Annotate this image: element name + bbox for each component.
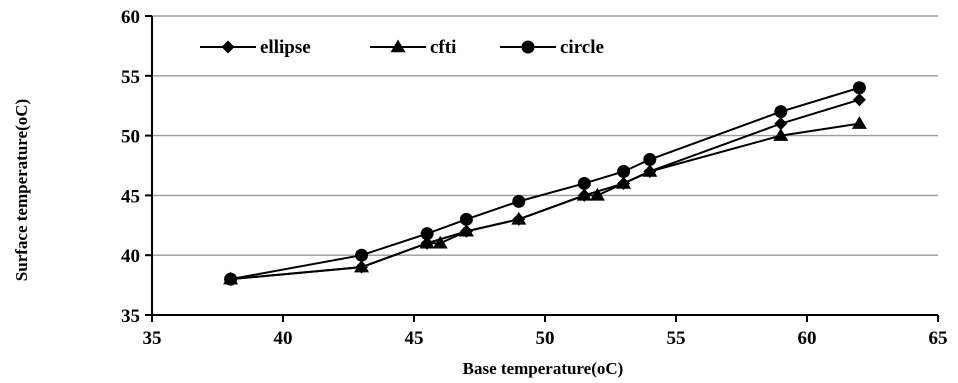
data-point-circle [643,153,657,167]
data-point-circle [512,194,526,208]
x-tick-label-45: 45 [405,328,424,349]
data-point-cfti [773,128,789,141]
x-tick-label-60: 60 [798,328,817,349]
series-line-ellipse [230,98,860,281]
data-point-circle [852,81,866,95]
data-point-circle [577,176,591,190]
x-tick-label-55: 55 [667,328,686,349]
y-tick-label-50: 50 [121,127,140,148]
legend-label-ellipse: ellipse [260,37,311,58]
data-point-ellipse [852,93,866,107]
legend-item-cfti: cfti [370,37,456,58]
tick-labels: 35 40 45 50 55 60 35 40 45 50 55 60 65 [121,7,948,349]
legend-marker-cfti [390,39,406,53]
data-point-circle [420,227,434,241]
data-point-circle [459,212,473,226]
y-tick-label-35: 35 [121,306,140,327]
series-layer [223,81,867,286]
y-tick-label-55: 55 [121,67,140,88]
data-point-cfti [511,211,527,225]
x-tick-label-50: 50 [536,328,555,349]
y-tick-label-60: 60 [121,7,140,28]
data-point-cfti [354,259,370,273]
series-line-circle [230,86,860,281]
legend-label-cfti: cfti [430,37,456,58]
y-tick-label-40: 40 [121,246,140,267]
x-tick-label-65: 65 [929,328,948,349]
data-point-circle [355,248,369,262]
data-point-cfti [616,175,632,189]
legend: ellipse cfti circle [200,37,604,58]
axes [145,15,939,322]
legend-item-circle: circle [500,37,604,58]
data-point-cfti [851,116,867,129]
series-line-cfti [230,122,860,281]
data-point-cfti [458,223,474,237]
legend-item-ellipse: ellipse [200,37,311,58]
data-point-cfti [419,235,435,249]
legend-marker-ellipse [221,40,235,54]
legend-label-circle: circle [560,37,604,58]
x-tick-label-35: 35 [143,328,162,349]
series-ellipse [224,93,866,286]
data-point-circle [617,164,631,178]
data-point-cfti [576,187,592,201]
data-point-circle [224,272,238,286]
data-point-cfti [642,163,658,177]
data-point-ellipse [774,117,788,131]
y-axis-title: Surface temperature(oC) [12,99,31,281]
data-point-cfti [589,187,605,201]
series-cfti [223,116,867,285]
x-tick-label-40: 40 [274,328,293,349]
x-axis-title: Base temperature(oC) [463,359,624,378]
series-circle [224,81,866,286]
data-point-circle [774,105,788,119]
y-tick-label-45: 45 [121,186,140,207]
legend-marker-circle [521,40,535,54]
data-point-cfti [432,235,448,249]
grid-lines [152,15,938,256]
